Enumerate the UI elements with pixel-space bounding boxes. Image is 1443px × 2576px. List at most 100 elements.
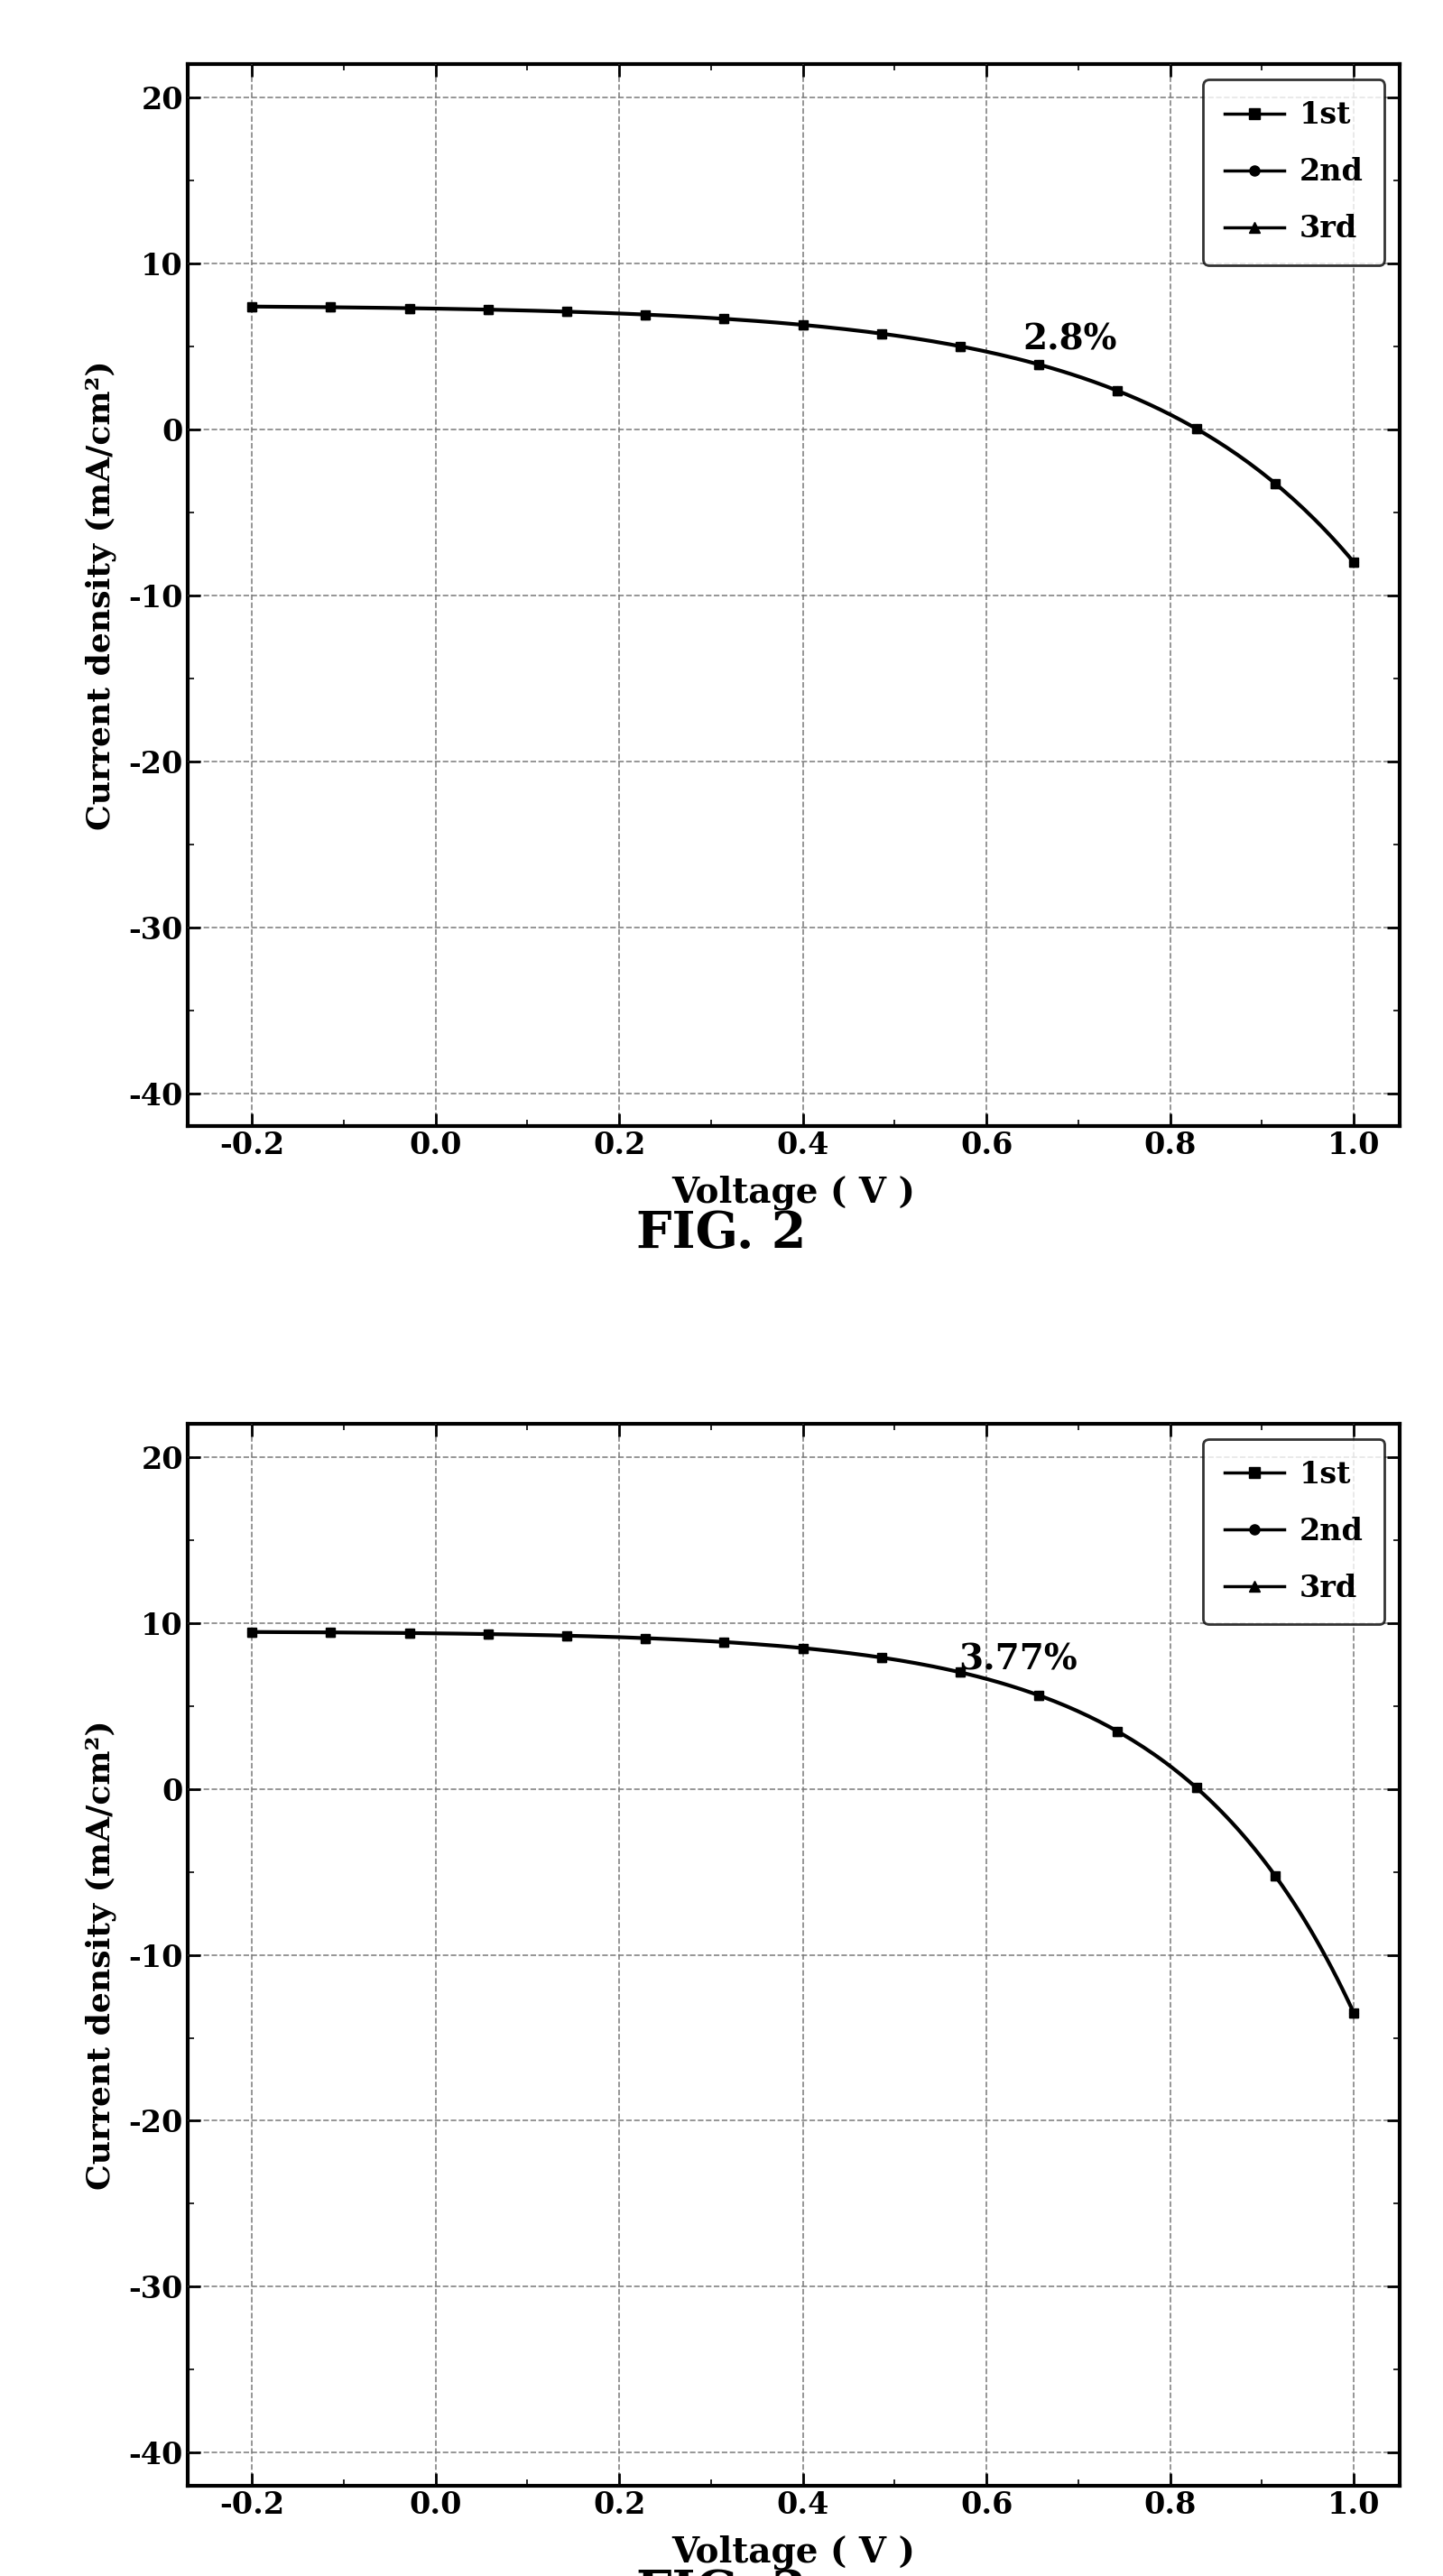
1st [1267,1860,1284,1891]
1st [794,309,811,340]
3rd [558,296,576,327]
1st [1188,1772,1205,1803]
3rd [1345,1996,1362,2027]
2nd [479,294,496,325]
Text: FIG. 2: FIG. 2 [636,1208,807,1260]
2nd [1345,546,1362,577]
2nd [1345,1996,1362,2027]
2nd [794,309,811,340]
2nd [1030,350,1048,381]
2nd [951,1656,968,1687]
2nd [244,1618,261,1649]
1st [716,1625,733,1656]
X-axis label: Voltage ( V ): Voltage ( V ) [672,1175,915,1211]
3rd [1188,1772,1205,1803]
2nd [636,1623,654,1654]
2nd [1110,1716,1127,1747]
1st [479,294,496,325]
3rd [1030,1680,1048,1710]
1st [244,1618,261,1649]
2nd [1188,412,1205,443]
1st [1030,350,1048,381]
2nd [1110,376,1127,407]
3rd [244,291,261,322]
1st [558,296,576,327]
2nd [558,1620,576,1651]
1st [401,294,418,325]
3rd [322,291,339,322]
X-axis label: Voltage ( V ): Voltage ( V ) [672,2535,915,2571]
Legend: 1st, 2nd, 3rd: 1st, 2nd, 3rd [1203,80,1385,265]
3rd [1110,376,1127,407]
2nd [401,1618,418,1649]
2nd [716,1625,733,1656]
3rd [1345,546,1362,577]
2nd [479,1618,496,1649]
1st [1345,546,1362,577]
3rd [794,1633,811,1664]
1st [636,299,654,330]
2nd [873,319,890,350]
1st [401,1618,418,1649]
1st [873,319,890,350]
2nd [401,294,418,325]
3rd [636,1623,654,1654]
3rd [716,1625,733,1656]
2nd [794,1633,811,1664]
1st [873,1641,890,1672]
Line: 1st: 1st [248,1628,1358,2017]
1st [794,1633,811,1664]
1st [951,330,968,361]
3rd [1267,1860,1284,1891]
Line: 3rd: 3rd [248,301,1358,567]
3rd [244,1618,261,1649]
1st [1345,1996,1362,2027]
2nd [1267,1860,1284,1891]
3rd [636,299,654,330]
3rd [873,319,890,350]
Text: 3.77%: 3.77% [960,1643,1078,1677]
1st [558,1620,576,1651]
3rd [1188,412,1205,443]
1st [479,1618,496,1649]
Y-axis label: Current density (mA/cm²): Current density (mA/cm²) [85,1721,115,2190]
3rd [401,1618,418,1649]
Y-axis label: Current density (mA/cm²): Current density (mA/cm²) [85,361,115,829]
3rd [873,1641,890,1672]
Text: FIG. 3: FIG. 3 [636,2568,807,2576]
2nd [1188,1772,1205,1803]
3rd [951,1656,968,1687]
1st [1030,1680,1048,1710]
1st [716,304,733,335]
3rd [479,1618,496,1649]
3rd [558,1620,576,1651]
2nd [244,291,261,322]
3rd [322,1618,339,1649]
Line: 3rd: 3rd [248,1628,1358,2017]
1st [1110,1716,1127,1747]
1st [1267,469,1284,500]
1st [951,1656,968,1687]
1st [322,1618,339,1649]
3rd [716,304,733,335]
1st [1110,376,1127,407]
2nd [322,1618,339,1649]
3rd [951,330,968,361]
Legend: 1st, 2nd, 3rd: 1st, 2nd, 3rd [1203,1440,1385,1625]
3rd [1267,469,1284,500]
Line: 1st: 1st [248,301,1358,567]
Line: 2nd: 2nd [248,1628,1358,2017]
2nd [636,299,654,330]
3rd [401,294,418,325]
2nd [951,330,968,361]
1st [636,1623,654,1654]
2nd [1267,469,1284,500]
3rd [1110,1716,1127,1747]
1st [244,291,261,322]
2nd [1030,1680,1048,1710]
2nd [873,1641,890,1672]
2nd [322,291,339,322]
1st [322,291,339,322]
1st [1188,412,1205,443]
Line: 2nd: 2nd [248,301,1358,567]
